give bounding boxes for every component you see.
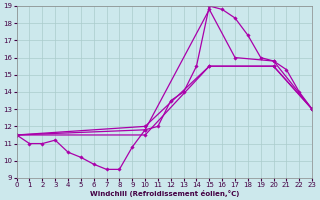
- X-axis label: Windchill (Refroidissement éolien,°C): Windchill (Refroidissement éolien,°C): [90, 190, 239, 197]
